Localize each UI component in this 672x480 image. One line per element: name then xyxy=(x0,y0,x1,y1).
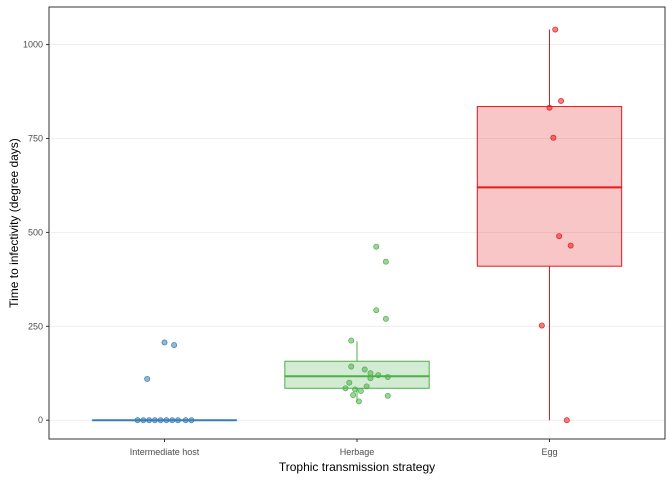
data-point-herbage-26 xyxy=(342,385,349,392)
data-point-herbage-15 xyxy=(373,307,380,314)
data-point-herbage-17 xyxy=(348,337,355,344)
y-tick-label-250: 250 xyxy=(28,321,43,331)
data-point-intermediate-host-4 xyxy=(140,417,147,424)
y-tick-label-0: 0 xyxy=(38,415,43,425)
data-point-intermediate-host-3 xyxy=(134,417,141,424)
data-point-herbage-24 xyxy=(346,379,353,386)
y-tick-label-1000: 1000 xyxy=(23,40,43,50)
data-point-intermediate-host-9 xyxy=(169,417,176,424)
data-point-egg-37 xyxy=(567,242,574,249)
data-point-intermediate-host-0 xyxy=(161,339,168,346)
data-point-egg-33 xyxy=(558,97,565,104)
data-point-herbage-27 xyxy=(352,386,359,393)
x-axis: Intermediate host Herbage Egg xyxy=(130,439,558,457)
data-point-egg-36 xyxy=(556,233,563,240)
boxes-layer xyxy=(91,29,623,422)
plot-panel-background xyxy=(49,7,665,439)
box-iqr-herbage xyxy=(284,360,430,389)
data-point-intermediate-host-6 xyxy=(151,417,158,424)
data-point-egg-35 xyxy=(550,134,557,141)
data-point-intermediate-host-5 xyxy=(146,417,153,424)
x-tick-label-egg: Egg xyxy=(541,447,557,457)
data-point-herbage-18 xyxy=(348,363,355,370)
y-tick-label-750: 750 xyxy=(28,133,43,143)
data-point-intermediate-host-2 xyxy=(144,375,151,382)
data-point-egg-32 xyxy=(552,26,559,33)
box-egg xyxy=(476,29,623,421)
data-point-herbage-13 xyxy=(373,243,380,250)
data-point-egg-34 xyxy=(546,104,553,111)
data-point-egg-39 xyxy=(563,417,570,424)
data-point-herbage-22 xyxy=(384,374,391,380)
data-point-egg-38 xyxy=(538,322,545,329)
data-point-intermediate-host-7 xyxy=(157,417,164,424)
data-point-herbage-30 xyxy=(384,392,391,399)
data-point-herbage-23 xyxy=(367,375,374,382)
y-tick-label-500: 500 xyxy=(28,227,43,237)
data-point-intermediate-host-1 xyxy=(171,342,178,349)
data-point-intermediate-host-8 xyxy=(163,417,170,424)
data-point-herbage-19 xyxy=(361,366,368,373)
x-tick-label-herbage: Herbage xyxy=(340,447,375,457)
x-tick-label-intermediate-host: Intermediate host xyxy=(130,447,200,457)
y-axis-title: Time to infectivity (degree days) xyxy=(7,138,21,308)
data-point-intermediate-host-10 xyxy=(175,417,181,424)
y-axis: 0 250 500 750 1000 xyxy=(23,40,49,425)
points-layer xyxy=(134,26,574,424)
data-point-herbage-21 xyxy=(375,372,382,379)
data-point-herbage-28 xyxy=(357,387,364,394)
x-axis-title: Trophic transmission strategy xyxy=(279,460,435,474)
data-point-herbage-31 xyxy=(355,398,362,405)
data-point-herbage-20 xyxy=(367,370,374,377)
data-point-herbage-16 xyxy=(382,315,389,322)
data-point-intermediate-host-11 xyxy=(182,417,189,424)
data-point-herbage-14 xyxy=(382,258,389,265)
data-point-herbage-25 xyxy=(363,383,370,390)
data-point-intermediate-host-12 xyxy=(188,417,195,424)
data-point-herbage-29 xyxy=(350,392,357,398)
